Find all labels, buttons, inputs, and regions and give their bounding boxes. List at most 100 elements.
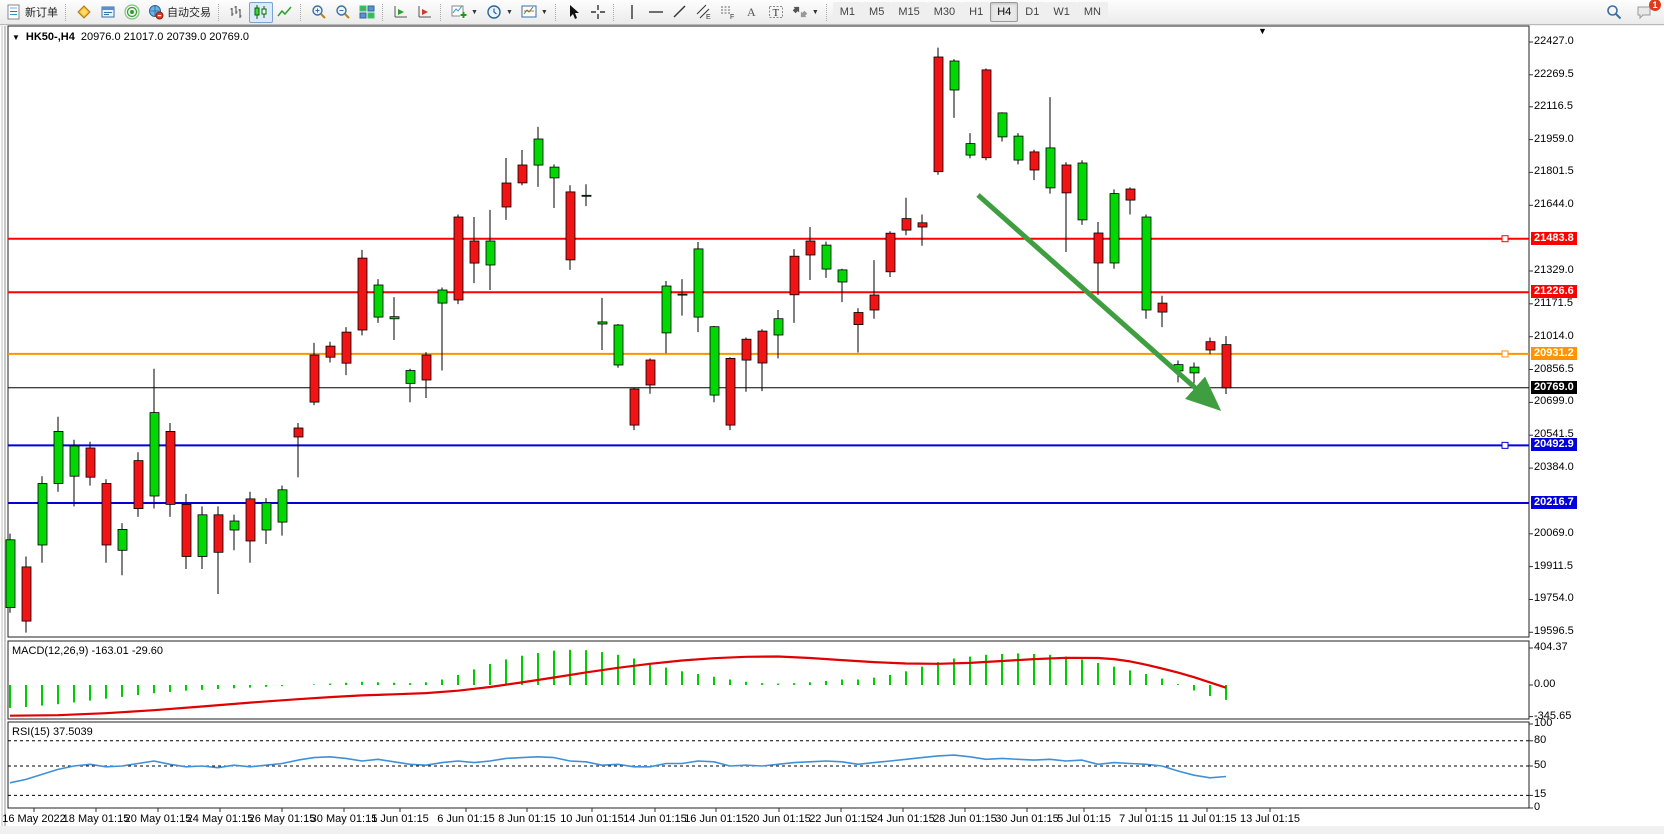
terminal-button[interactable] [96, 2, 120, 23]
level-handle[interactable] [1501, 350, 1509, 358]
price-tick: 20384.0 [1534, 461, 1574, 474]
market-watch-button[interactable] [72, 2, 96, 23]
date-tick-label: 20 Jun 01:15 [747, 813, 811, 825]
channel-button[interactable]: E [692, 2, 716, 23]
toolbar-grip [554, 3, 559, 21]
indicators-add-icon [451, 5, 467, 19]
toolbar-grip [218, 3, 222, 21]
macd-tick: 0.00 [1534, 678, 1556, 690]
date-tick-label: 1 Jun 01:15 [371, 813, 429, 825]
notifications-button[interactable]: 1 [1632, 0, 1661, 23]
level-handle[interactable] [1501, 441, 1509, 449]
vertical-line-button[interactable] [620, 2, 644, 23]
toolbar-grip [65, 3, 69, 21]
line-chart-icon [277, 6, 292, 17]
date-tick-label: 28 Jun 01:15 [933, 813, 997, 825]
crosshair-icon [590, 5, 605, 19]
trendline-button[interactable] [668, 2, 692, 23]
fibonacci-icon: F [720, 6, 734, 20]
rsi-tick: 0 [1534, 801, 1541, 813]
fibonacci-button[interactable]: F [716, 2, 740, 23]
date-tick-label: 8 Jun 01:15 [498, 813, 556, 825]
text-button[interactable]: A [740, 2, 764, 23]
bar-chart-button[interactable] [225, 2, 249, 23]
date-tick-label: 30 May 01:15 [310, 813, 378, 825]
cursor-button[interactable] [562, 2, 586, 23]
trendline-icon [673, 5, 686, 18]
symbol-dropdown-icon[interactable]: ▼ [12, 32, 20, 42]
date-tick-label: 7 Jul 01:15 [1119, 813, 1173, 825]
price-tick: 21171.5 [1534, 296, 1573, 309]
timeframe-m30[interactable]: M30 [926, 2, 963, 22]
rsi-tick: 100 [1534, 717, 1553, 729]
chart-title-row: ▼ HK50-,H4 20976.0 21017.0 20739.0 20769… [12, 31, 249, 43]
price-tick: 19911.5 [1534, 559, 1573, 572]
cursor-icon [569, 5, 579, 19]
dropdown-caret: ▼ [811, 8, 819, 16]
level-price-label: 21226.6 [1531, 285, 1577, 299]
price-tick: 22269.5 [1534, 67, 1574, 80]
date-tick-label: 26 May 01:15 [248, 813, 316, 825]
date-tick-label: 18 May 01:15 [62, 813, 130, 825]
zoom-in-button[interactable] [307, 2, 331, 23]
horizontal-line-button[interactable] [644, 2, 668, 23]
svg-text:T: T [772, 7, 779, 19]
templates-button[interactable]: ▼ [517, 2, 552, 23]
text-label-icon: T [768, 6, 783, 19]
signals-button[interactable] [120, 2, 144, 23]
toolbar-grip [300, 3, 304, 21]
zoom-out-icon [336, 5, 350, 19]
toolbar-grip [612, 3, 617, 21]
price-tick: 21644.0 [1534, 198, 1574, 211]
text-label-button[interactable]: T [764, 2, 788, 23]
dropdown-caret: ▼ [471, 8, 478, 16]
price-tick: 19754.0 [1534, 592, 1574, 605]
arrows-button[interactable]: ▼ [788, 2, 823, 23]
search-button[interactable] [1602, 2, 1626, 23]
timeframe-h1[interactable]: H1 [962, 2, 991, 22]
arrows-icon [792, 6, 808, 18]
timeframe-m5[interactable]: M5 [862, 2, 892, 22]
new-order-label: 新订单 [25, 7, 58, 19]
main-toolbar: 新订单 自动交易 ▼ ▼ [0, 0, 1664, 25]
rsi-tick: 15 [1534, 788, 1547, 801]
line-chart-button[interactable] [273, 2, 297, 23]
auto-scroll-button[interactable] [389, 2, 413, 23]
date-tick-label: 10 Jun 01:15 [560, 813, 624, 825]
level-price-label: 20492.9 [1531, 438, 1577, 452]
price-tick: 19596.5 [1534, 625, 1574, 638]
level-price-label: 20216.7 [1531, 495, 1577, 509]
periods-button[interactable]: ▼ [482, 2, 517, 23]
timeframe-w1[interactable]: W1 [1046, 2, 1077, 22]
new-order-button[interactable]: 新订单 [2, 2, 62, 23]
indicators-button[interactable]: ▼ [447, 2, 482, 23]
svg-text:E: E [706, 14, 711, 20]
crosshair-button[interactable] [586, 2, 610, 23]
price-tick: 22427.0 [1534, 35, 1574, 47]
text-icon: A [747, 5, 756, 19]
auto-scroll-icon [394, 6, 407, 18]
chart-window[interactable]: ▼ HK50-,H4 20976.0 21017.0 20739.0 20769… [0, 25, 1664, 826]
timeframe-m15[interactable]: M15 [891, 2, 927, 22]
chart-ohlc-values: 20976.0 21017.0 20739.0 20769.0 [80, 31, 250, 43]
date-tick-label: 22 Jun 01:15 [809, 813, 873, 825]
chart-shift-button[interactable] [413, 2, 437, 23]
level-handle[interactable] [1501, 235, 1509, 243]
auto-trading-label: 自动交易 [167, 7, 211, 19]
horizontal-line-icon [648, 11, 663, 13]
timeframe-h4[interactable]: H4 [990, 2, 1019, 22]
candlestick-chart-button[interactable] [249, 1, 273, 23]
date-tick-label: 13 Jul 01:15 [1240, 813, 1300, 825]
zoom-out-button[interactable] [331, 2, 355, 23]
timeframe-d1[interactable]: D1 [1018, 2, 1047, 22]
trend-arrow-annotation[interactable] [976, 193, 1222, 411]
vertical-line-icon [631, 5, 633, 19]
timeframe-m1[interactable]: M1 [832, 2, 863, 22]
auto-trading-button[interactable]: 自动交易 [144, 2, 215, 23]
tile-windows-button[interactable] [355, 2, 379, 23]
timeframe-mn[interactable]: MN [1076, 2, 1108, 22]
chart-shift-icon [418, 6, 431, 18]
terminal-icon [101, 6, 115, 18]
chart-shift-marker[interactable]: ▼ [1258, 26, 1267, 36]
